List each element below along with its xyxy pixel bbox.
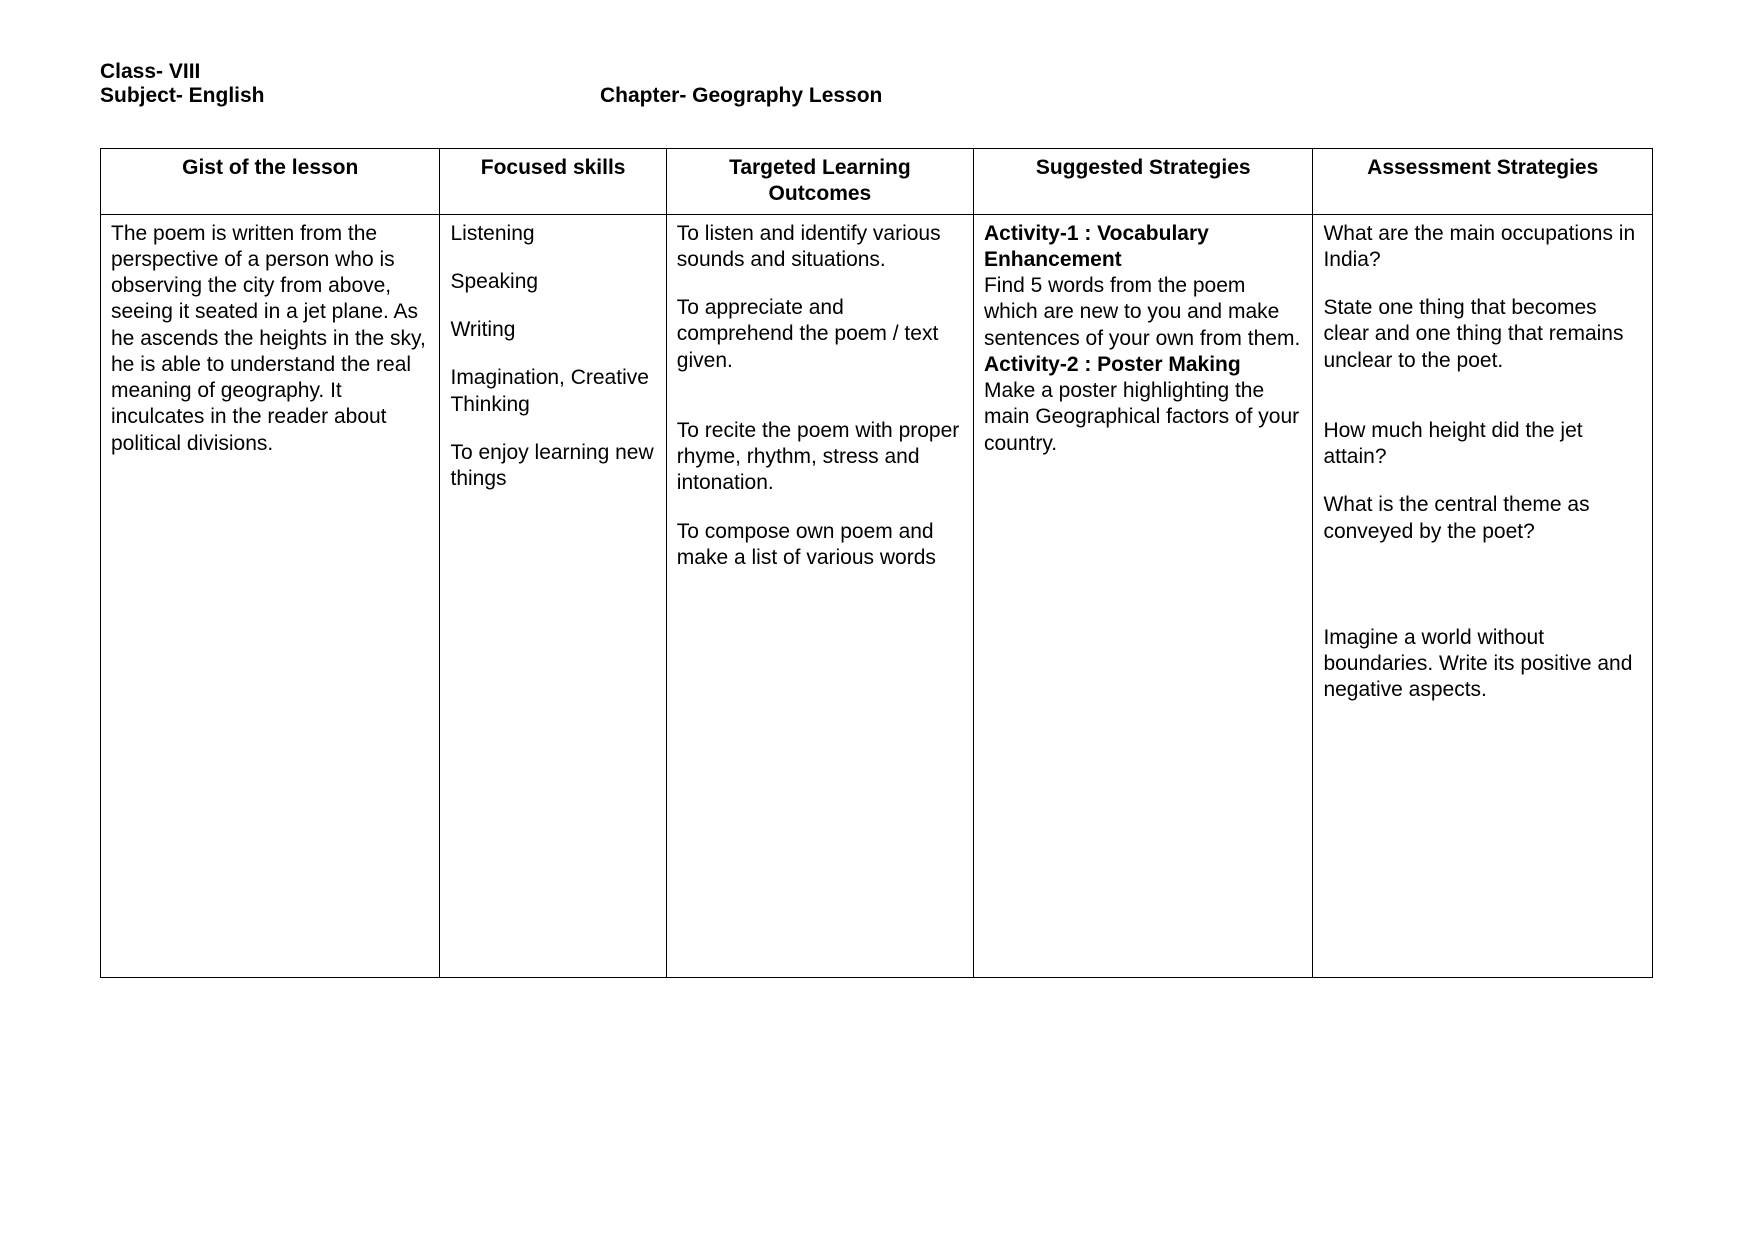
lesson-plan-table: Gist of the lesson Focused skills Target… (100, 148, 1653, 978)
col-header-assessment: Assessment Strategies (1313, 149, 1653, 215)
chapter-label: Chapter- Geography Lesson (600, 84, 882, 108)
activity-1-body: Find 5 words from the poem which are new… (984, 273, 1302, 352)
assessment-q2: State one thing that becomes clear and o… (1323, 295, 1642, 374)
assessment-q5: Imagine a world without boundaries. Writ… (1323, 625, 1642, 704)
activity-1: Activity-1 : Vocabulary Enhancement Find… (984, 221, 1302, 352)
skill-item: Writing (450, 317, 655, 343)
outcome-item: To listen and identify various sounds an… (677, 221, 963, 274)
outcome-item: To recite the poem with proper rhyme, rh… (677, 418, 963, 497)
cell-gist: The poem is written from the perspective… (101, 214, 440, 977)
cell-assessment: What are the main occupations in India? … (1313, 214, 1653, 977)
col-header-strategies: Suggested Strategies (973, 149, 1312, 215)
table-header-row: Gist of the lesson Focused skills Target… (101, 149, 1653, 215)
table-row: The poem is written from the perspective… (101, 214, 1653, 977)
skill-item: Listening (450, 221, 655, 247)
class-label: Class- VIII (100, 60, 1653, 84)
activity-2: Activity-2 : Poster Making Make a poster… (984, 352, 1302, 457)
activity-1-title: Activity-1 : Vocabulary Enhancement (984, 221, 1302, 274)
col-header-skills: Focused skills (440, 149, 666, 215)
cell-strategies: Activity-1 : Vocabulary Enhancement Find… (973, 214, 1312, 977)
activity-2-title: Activity-2 : Poster Making (984, 352, 1302, 378)
outcome-item: To compose own poem and make a list of v… (677, 519, 963, 572)
col-header-gist: Gist of the lesson (101, 149, 440, 215)
skill-item: To enjoy learning new things (450, 440, 655, 493)
page-header: Class- VIII Subject- English Chapter- Ge… (100, 60, 1653, 108)
lesson-plan-page: Class- VIII Subject- English Chapter- Ge… (0, 0, 1753, 978)
outcome-item: To appreciate and comprehend the poem / … (677, 295, 963, 374)
cell-skills: Listening Speaking Writing Imagination, … (440, 214, 666, 977)
col-header-outcomes: Targeted Learning Outcomes (666, 149, 973, 215)
subject-label: Subject- English (100, 84, 600, 108)
skill-item: Speaking (450, 269, 655, 295)
skill-item: Imagination, Creative Thinking (450, 365, 655, 418)
header-row-2: Subject- English Chapter- Geography Less… (100, 84, 1653, 108)
assessment-q3: How much height did the jet attain? (1323, 418, 1642, 471)
assessment-q1: What are the main occupations in India? (1323, 221, 1642, 274)
assessment-q4: What is the central theme as conveyed by… (1323, 492, 1642, 545)
gist-text: The poem is written from the perspective… (111, 221, 429, 457)
activity-2-body: Make a poster highlighting the main Geog… (984, 378, 1302, 457)
cell-outcomes: To listen and identify various sounds an… (666, 214, 973, 977)
